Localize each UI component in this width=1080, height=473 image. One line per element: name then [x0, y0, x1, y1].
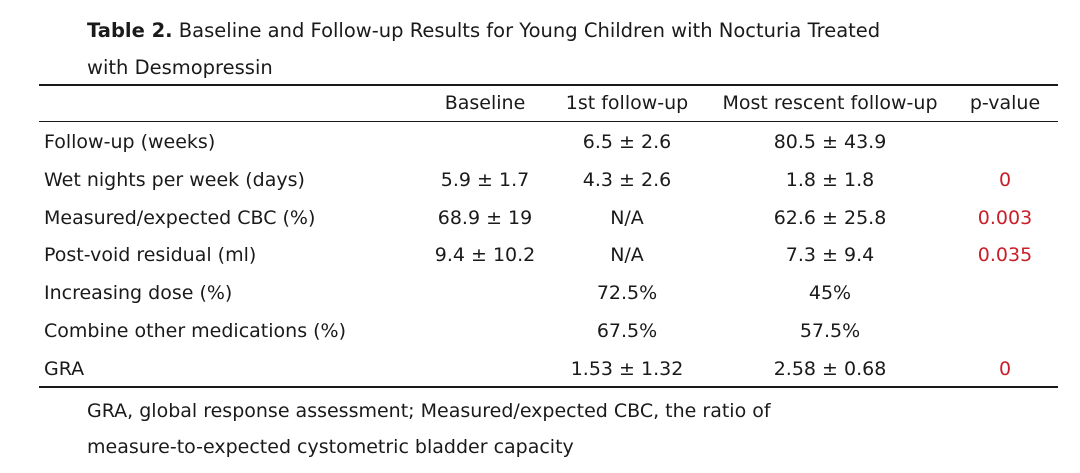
- header-rule: [39, 121, 1058, 122]
- bottom-rule: [39, 386, 1058, 388]
- caption-label: Table 2.: [87, 19, 173, 42]
- row-label: Increasing dose (%): [44, 282, 233, 305]
- table-cell-first: 6.5 ± 2.6: [582, 131, 672, 153]
- row-label: Follow-up (weeks): [44, 131, 216, 153]
- top-rule: [39, 84, 1058, 86]
- column-header: Baseline: [444, 92, 526, 114]
- column-header: Most rescent follow-up: [722, 92, 938, 114]
- row-label: Wet nights per week (days): [44, 168, 305, 191]
- table-cell-recent: 1.8 ± 1.8: [785, 168, 875, 191]
- column-header: [44, 84, 424, 122]
- column-header: p-value: [969, 92, 1041, 114]
- table-cell-first: N/A: [610, 206, 644, 229]
- row-label: Combine other medications (%): [44, 320, 347, 342]
- table-cell-p: [955, 312, 1055, 350]
- table-cell-recent: 2.58 ± 0.68: [773, 357, 887, 380]
- row-label: Measured/expected CBC (%): [44, 206, 316, 229]
- table-footnote: GRA, global response assessment; Measure…: [87, 393, 987, 465]
- table-cell-recent: 62.6 ± 25.8: [773, 206, 887, 229]
- table-cell-p: 0: [998, 168, 1012, 191]
- table-cell-recent: 45%: [808, 282, 852, 305]
- caption-line-2: with Desmopressin: [87, 56, 273, 79]
- table-cell-recent: 57.5%: [799, 320, 861, 342]
- caption-title: Baseline and Follow-up Results for Young…: [172, 19, 881, 42]
- table-cell-first: 1.53 ± 1.32: [570, 357, 684, 380]
- table-cell-baseline: 9.4 ± 10.2: [434, 244, 536, 267]
- table-cell-first: 67.5%: [596, 320, 658, 342]
- row-label: Post-void residual (ml): [44, 244, 257, 267]
- table-cell-recent: 7.3 ± 9.4: [785, 244, 875, 267]
- table-cell-baseline: 5.9 ± 1.7: [440, 168, 530, 191]
- table-cell-first: 72.5%: [596, 282, 658, 305]
- table-cell-p: 0: [998, 357, 1012, 380]
- table-cell-baseline: [425, 350, 545, 388]
- table-cell-first: 4.3 ± 2.6: [582, 168, 672, 191]
- table-cell-p: 0.003: [977, 206, 1033, 229]
- table-cell-p: [955, 274, 1055, 312]
- footnote-line-2: measure-to-expected cystometric bladder …: [87, 436, 574, 458]
- table-cell-baseline: 68.9 ± 19: [437, 206, 533, 229]
- column-header: 1st follow-up: [565, 92, 689, 114]
- footnote-line-1: GRA, global response assessment; Measure…: [87, 400, 771, 422]
- row-label: GRA: [44, 357, 85, 380]
- table-cell-p: 0.035: [977, 244, 1033, 267]
- table-caption: Table 2. Baseline and Follow-up Results …: [87, 12, 987, 86]
- table-cell-p: [955, 123, 1055, 161]
- table-cell-baseline: [425, 312, 545, 350]
- table-cell-recent: 80.5 ± 43.9: [773, 131, 887, 153]
- table-cell-baseline: [425, 123, 545, 161]
- table-cell-first: N/A: [610, 244, 644, 267]
- caption-line-1: Table 2. Baseline and Follow-up Results …: [87, 12, 987, 49]
- table-cell-baseline: [425, 274, 545, 312]
